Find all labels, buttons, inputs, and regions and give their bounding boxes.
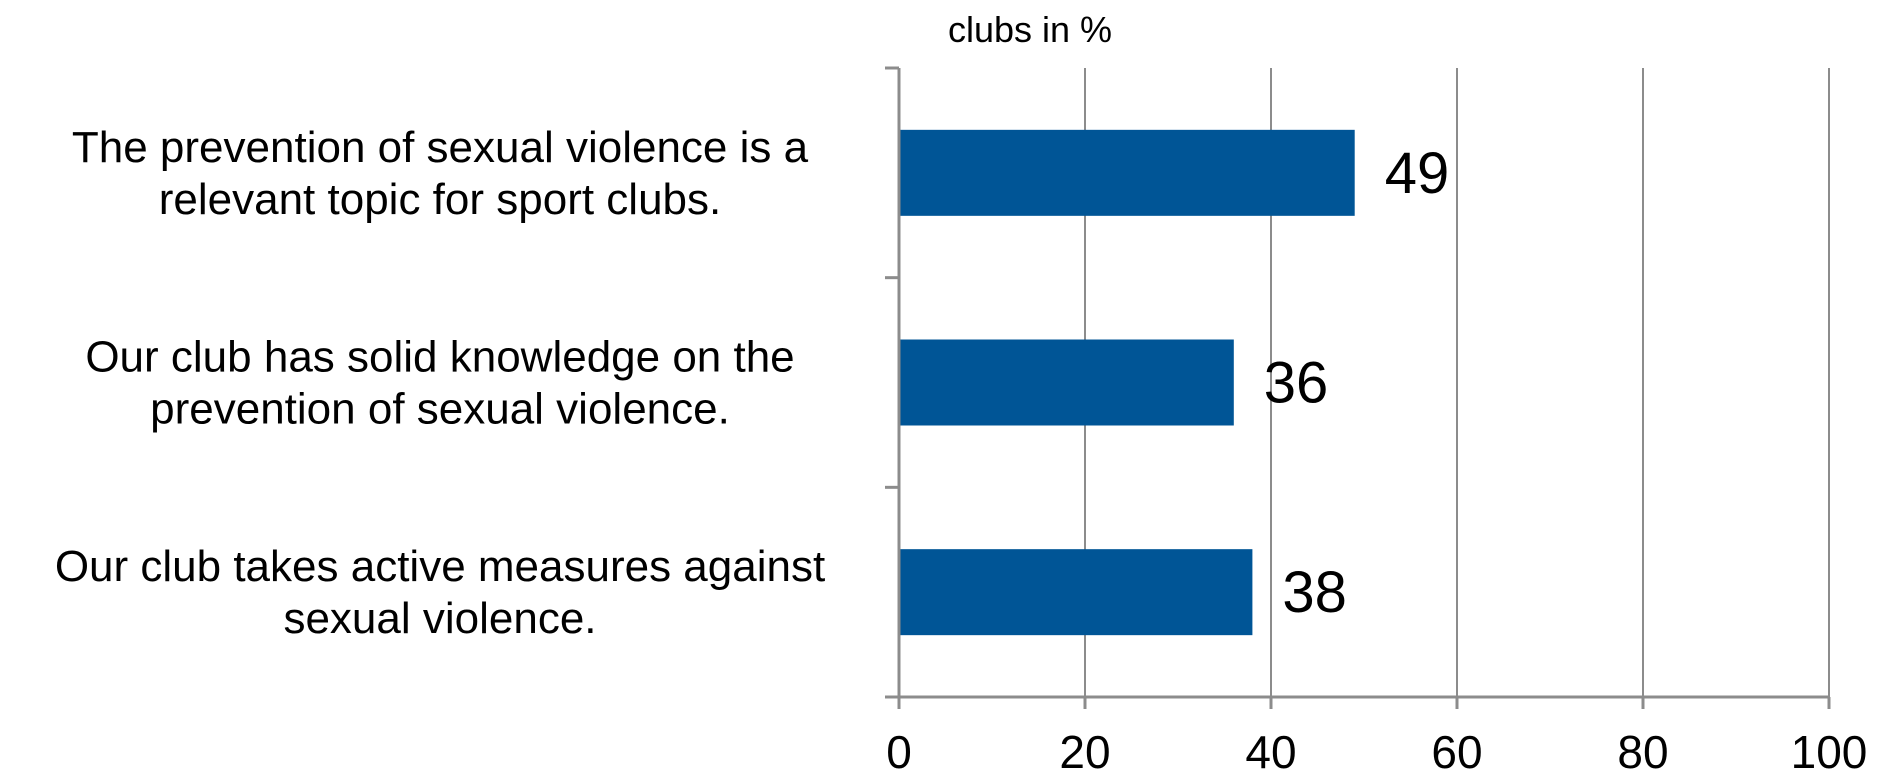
category-label-3: Our club takes active measures against se… [55, 542, 825, 643]
x-tick-label-40: 40 [1245, 726, 1296, 772]
x-tick-label-100: 100 [1791, 726, 1868, 772]
data-label-1: 49 [1385, 141, 1450, 206]
x-tick-label-20: 20 [1059, 726, 1110, 772]
category-label-line: relevant topic for sport clubs. [159, 175, 721, 224]
category-label-line: prevention of sexual violence. [150, 385, 730, 434]
category-label-line: sexual violence. [283, 594, 596, 643]
x-tick-label-80: 80 [1617, 726, 1668, 772]
x-tick-label-60: 60 [1431, 726, 1482, 772]
category-label-2: Our club has solid knowledge on the preve… [85, 333, 794, 434]
category-label-line: The prevention of sexual violence is a [72, 123, 809, 172]
x-tick-label-0: 0 [886, 726, 912, 772]
labels: 49 The prevention of sexual violence is a… [55, 123, 1868, 772]
bar-3 [899, 549, 1253, 636]
bar-2 [899, 339, 1234, 426]
bar-1 [899, 129, 1355, 216]
category-label-line: Our club takes active measures against [55, 542, 825, 591]
data-label-3: 38 [1282, 560, 1347, 625]
bars [899, 129, 1355, 636]
category-label-line: Our club has solid knowledge on the [85, 333, 794, 382]
category-label-1: The prevention of sexual violence is a re… [72, 123, 809, 224]
x-axis-title: clubs in % [948, 9, 1112, 50]
axes [885, 66, 1831, 709]
data-label-2: 36 [1264, 351, 1329, 416]
